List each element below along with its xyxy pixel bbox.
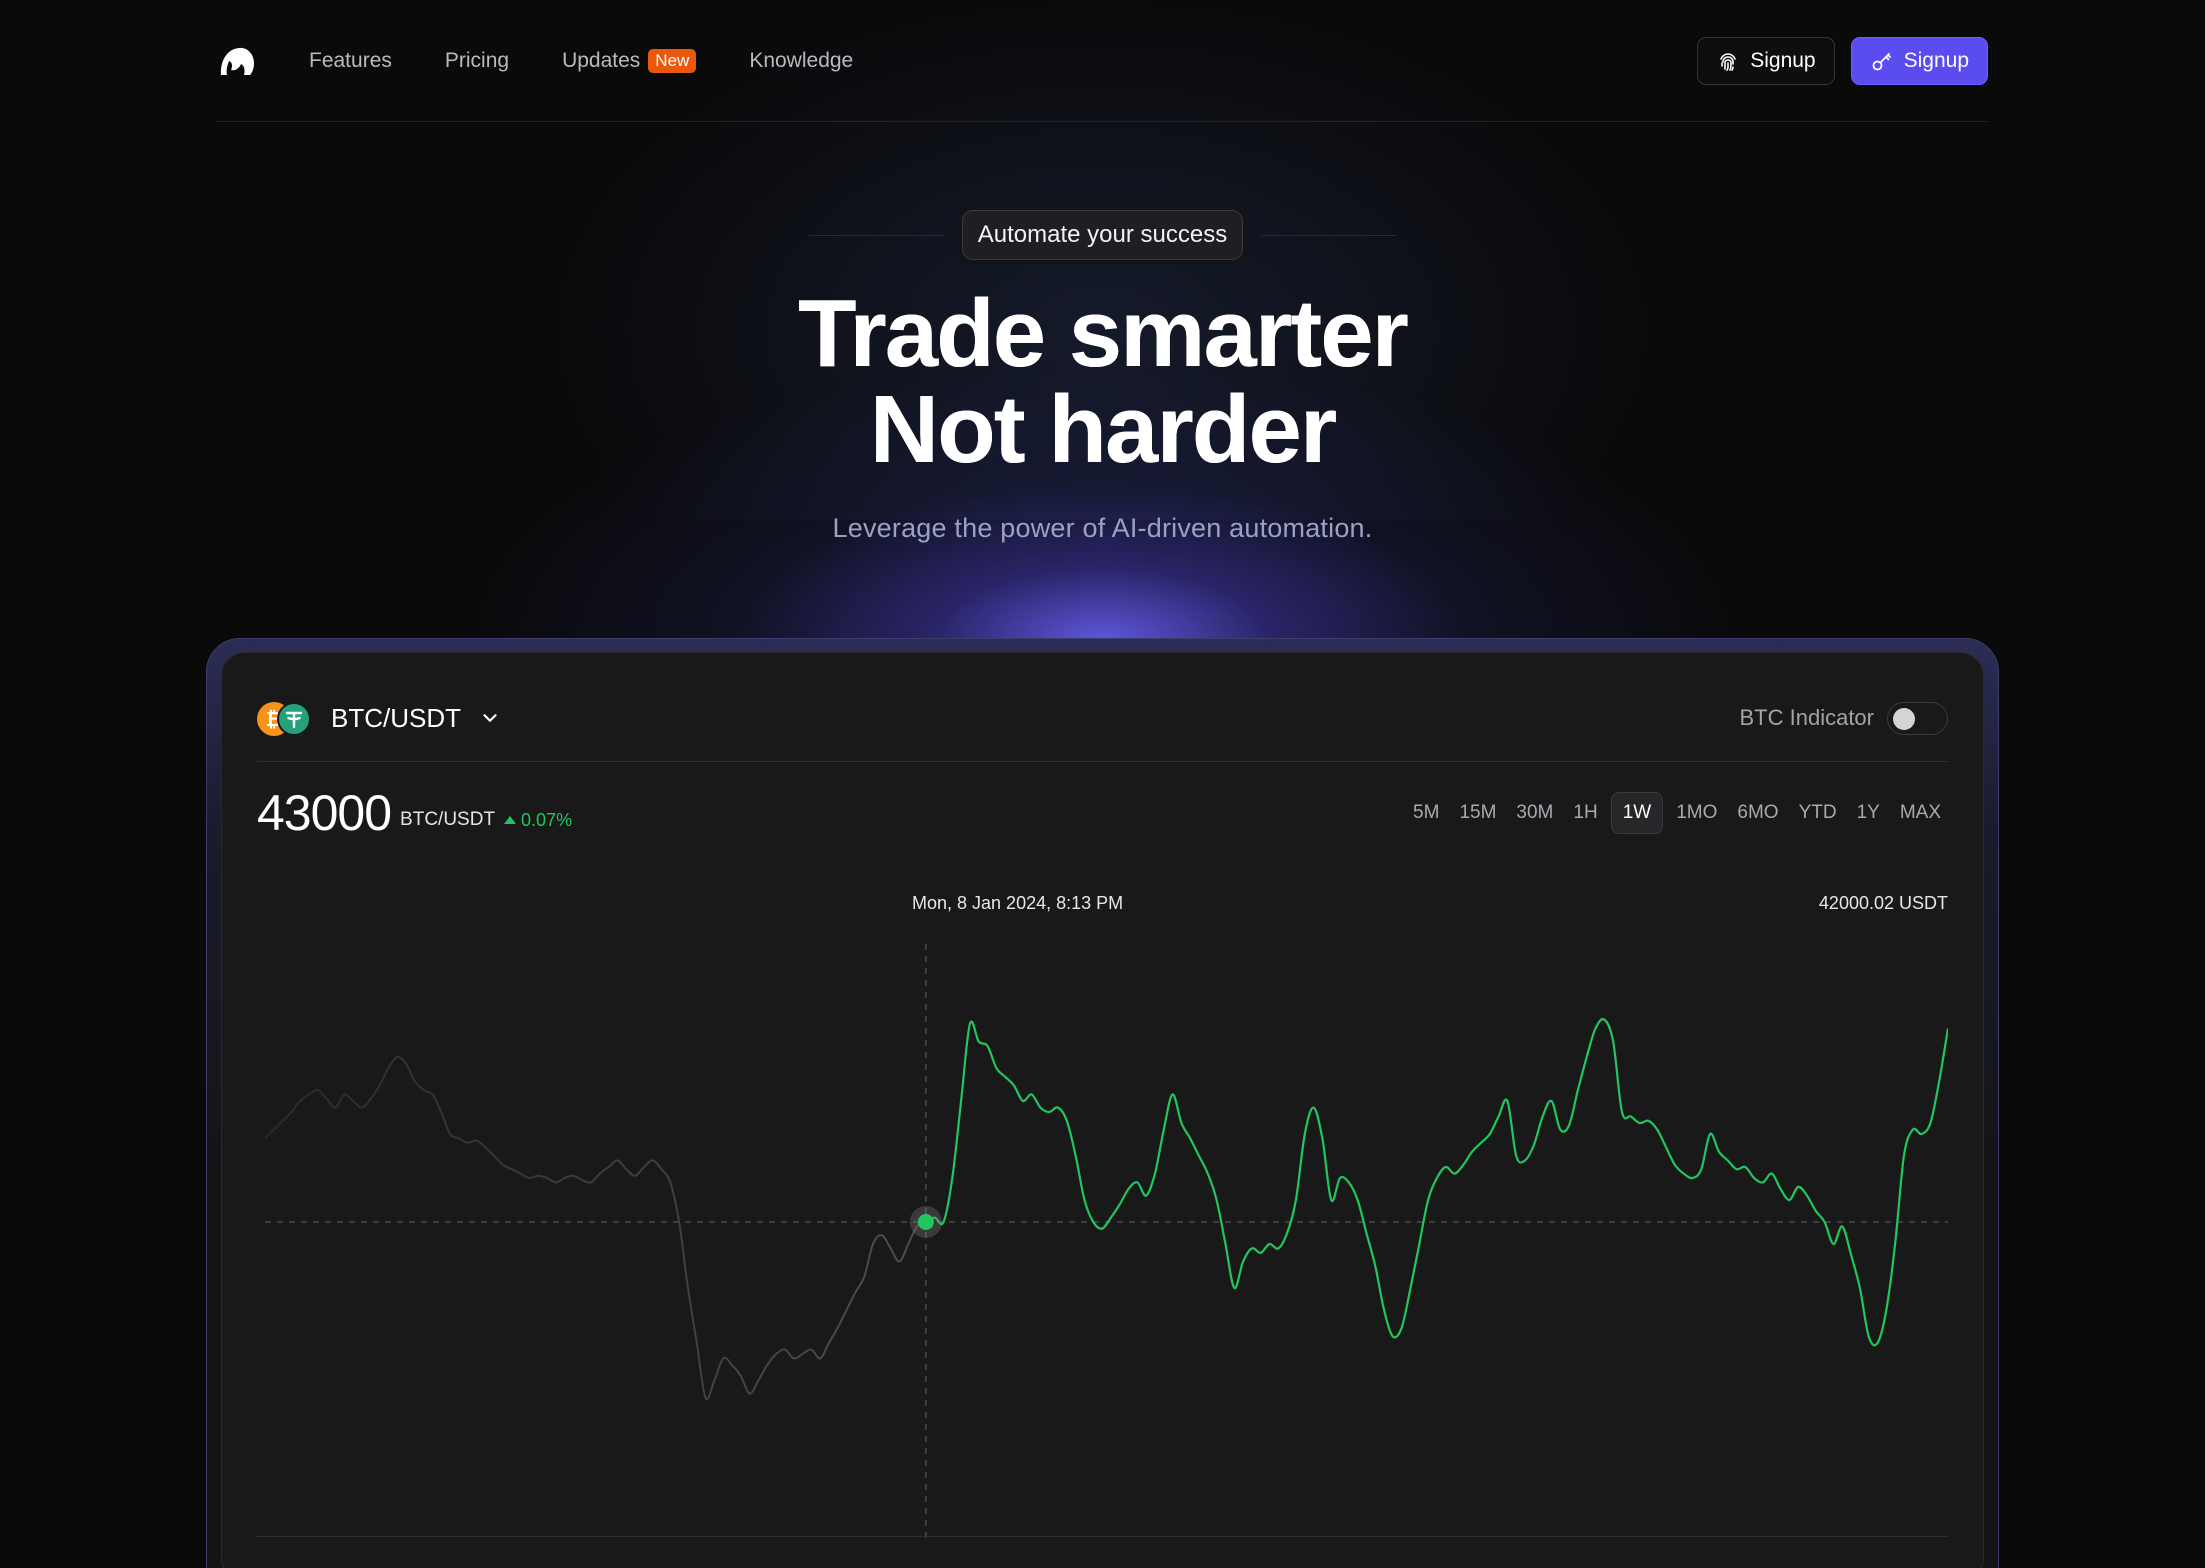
new-badge: New [648,48,697,73]
btc-indicator-label: BTC Indicator [1739,705,1875,730]
hero-subline: Leverage the power of AI-driven automati… [832,513,1373,543]
price-change: 0.07% [504,810,572,831]
hover-date: Mon, 8 Jan 2024, 8:13 PM [912,893,1124,913]
chevron-down-icon [483,714,497,722]
chart-baseline [257,1536,1948,1537]
up-triangle-icon [504,816,517,824]
card-divider [257,761,1948,762]
signup-label: Signup [1750,48,1816,72]
btc-indicator: BTC Indicator [1739,701,1948,735]
fingerprint-icon [1720,52,1737,71]
range-15m[interactable]: 15M [1459,802,1497,823]
price-chart[interactable] [257,930,1948,1540]
chart-card-header: ₿ BTC/USDT BTC Indicator [257,688,1948,748]
range-5m[interactable]: 5M [1413,802,1440,823]
signup-key-button[interactable]: Signup [1850,36,1988,85]
top-navigation: Features Pricing Updates New Knowledge S… [217,0,1988,122]
price-line-active [925,1017,1948,1347]
price-pair-label: BTC/USDT [400,809,496,830]
nav-link-label: Updates [562,48,641,72]
price-line-past [264,1055,927,1401]
nav-link-label: Pricing [444,48,510,72]
usdt-coin-icon [277,702,311,736]
range-1y[interactable]: 1Y [1856,802,1880,823]
range-6mo[interactable]: 6MO [1737,802,1779,823]
headline-line-1: Trade smarter [797,280,1409,387]
hero-headline: Trade smarter Not harder [0,286,2205,478]
hover-price: 42000.02 USDT [1818,893,1948,913]
btc-indicator-toggle[interactable] [1887,701,1948,735]
nav-actions: Signup Signup [1697,36,1988,85]
nav-link-label: Knowledge [749,48,854,72]
hero-eyebrow: Automate your success [0,210,2205,260]
range-max[interactable]: MAX [1899,802,1941,823]
eyebrow-divider-right [1261,234,1397,236]
nav-link-features[interactable]: Features [309,49,392,73]
range-30m[interactable]: 30M [1516,802,1554,823]
pair-selector[interactable]: ₿ BTC/USDT [257,688,501,748]
price-change-value: 0.07% [521,809,573,830]
key-icon [1872,52,1891,70]
signup-fingerprint-button[interactable]: Signup [1697,36,1835,85]
range-ytd[interactable]: YTD [1798,802,1837,823]
toggle-knob [1893,707,1915,730]
cursor-dot[interactable] [917,1214,934,1230]
nav-link-pricing[interactable]: Pricing [445,49,509,73]
price-row: 43000 BTC/USDT 0.07% 5M 15M 30M 1H 1W 1MO 6MO Y… [257,783,1948,843]
headline-line-2: Not harder [869,376,1337,483]
chart-card [221,652,1984,1568]
nav-link-knowledge[interactable]: Knowledge [749,49,853,73]
cloud-logo-icon[interactable] [217,41,257,81]
range-1h[interactable]: 1H [1573,802,1598,823]
eyebrow-pill: Automate your success [961,210,1244,260]
nav-links: Features Pricing Updates New Knowledge [309,48,853,73]
signup-label: Signup [1903,48,1969,72]
range-1mo[interactable]: 1MO [1676,802,1718,823]
time-range-selector: 5M 15M 30M 1H 1W 1MO 6MO YTD 1Y MAX [1406,792,1948,834]
eyebrow-divider-left [808,234,944,236]
range-1w[interactable]: 1W [1610,792,1664,834]
pair-name: BTC/USDT [331,702,461,733]
nav-link-label: Features [309,48,392,72]
current-price: 43000 [257,785,392,841]
nav-link-updates[interactable]: Updates New [562,48,697,73]
